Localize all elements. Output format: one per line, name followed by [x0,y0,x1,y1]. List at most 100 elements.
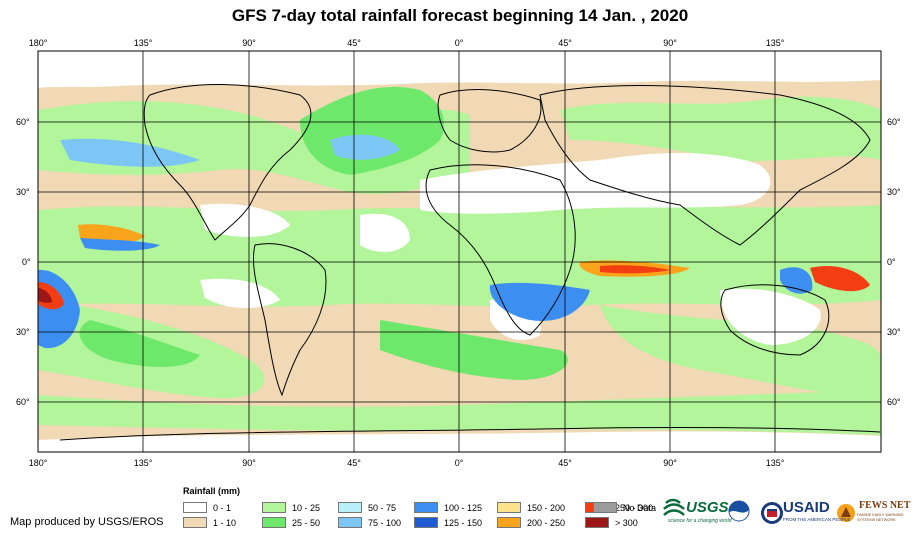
lon-label-top: 0° [454,38,464,48]
usaid-logo-icon [761,502,783,524]
rain-red-indian [600,265,670,274]
lon-label-bottom: 90° [242,458,256,468]
legend-label: 10 - 25 [292,502,321,513]
legend-item: 10 - 25 [262,502,320,513]
lat-label-right: 30° [887,327,901,337]
legend-label: 75 - 100 [368,517,402,528]
rain-darkred-sw-pacific [38,288,52,303]
lat-label-right: 60° [887,397,901,407]
legend-item: 125 - 150 [414,517,482,528]
legend-label: 25 - 50 [292,517,321,528]
lon-label-bottom: 45° [558,458,572,468]
legend-swatch [414,517,438,528]
legend-swatch [497,502,521,513]
lon-label-top: 45° [558,38,572,48]
rain-blue-central-pacific [80,238,160,251]
legend-item-nodata: No Data [593,502,656,513]
rain-orange-central-pacific [78,224,145,244]
legend-label: 125 - 150 [444,517,483,528]
usaid-logo-text: USAID [783,499,830,516]
rain-blue-north-pacific [60,138,200,167]
legend-item: 25 - 50 [262,517,320,528]
graticule [38,51,881,452]
legend-title: Rainfall (mm) [183,486,241,496]
lon-label-top: 135° [765,38,785,48]
europe-outline [437,89,542,153]
dry-australia [720,288,821,345]
legend-label: 100 - 125 [444,502,483,513]
australia-outline [720,284,830,356]
partner-logos [663,498,855,524]
lon-label-bottom: 0° [454,458,464,468]
legend-label: 250 - 300 [615,502,654,513]
rain-band-south-atlantic [380,320,568,380]
africa-outline [425,164,576,336]
lon-label-bottom: 180° [28,458,48,468]
lat-label-left: 0° [22,257,31,267]
lon-label-top: 90° [242,38,256,48]
lon-label-bottom: 45° [347,458,361,468]
legend-swatch [497,517,521,528]
legend-item: 200 - 250 [497,517,565,528]
legend-label: 1 - 10 [213,517,237,528]
noaa-logo-icon [728,500,750,522]
rain-band-eurasia [560,96,881,162]
legend-swatch [593,502,617,513]
map-title: GFS 7-day total rainfall forecast beginn… [231,6,689,25]
usgs-logo-icon [663,498,685,516]
lon-label-bottom: 90° [663,458,677,468]
antarctica-outline [59,426,881,441]
lon-label-top: 45° [347,38,361,48]
legend-swatch [262,502,286,513]
usgs-logo-text: USGS [686,499,729,516]
lon-label-bottom: 135° [765,458,785,468]
lat-label-left: 60° [16,397,30,407]
legend-swatch [338,517,362,528]
legend-item: 150 - 200 [497,502,565,513]
legend-item: 100 - 125 [414,502,482,513]
legend-label: 150 - 200 [527,502,566,513]
legend-label: > 300 [615,517,638,528]
legend-label: 50 - 75 [368,502,397,513]
lat-label-right: 60° [887,117,901,127]
lon-label-bottom: 135° [133,458,153,468]
legend-swatch [338,502,362,513]
legend-swatch [414,502,438,513]
fews-tagline: FAMINE EARLY WARNING SYSTEMS NETWORK [857,513,904,522]
usaid-tagline: FROM THE AMERICAN PEOPLE [783,517,851,522]
north-america-outline [143,84,312,241]
south-america-outline [252,243,327,397]
usgs-tagline: science for a changing world [668,518,732,524]
legend-swatch [585,517,609,528]
lon-label-top: 135° [133,38,153,48]
legend-item: 1 - 10 [183,517,236,528]
legend-label: No Data [623,502,657,513]
legend-item: 0 - 1 [183,502,231,513]
lat-label-right: 0° [887,257,896,267]
map-credit: Map produced by USGS/EROS [10,516,164,528]
lon-label-top: 180° [28,38,48,48]
dry-north-africa-asia [420,153,771,214]
fews-logo-icon [837,504,855,522]
legend-item: 75 - 100 [338,517,401,528]
map-frame [37,50,882,453]
legend-item: > 300 [585,517,638,528]
lat-label-left: 60° [16,117,30,127]
legend-swatch [183,502,207,513]
legend-label: 200 - 250 [527,517,566,528]
legend-label: 0 - 1 [213,502,232,513]
legend-swatch [183,517,207,528]
lat-label-left: 30° [16,327,30,337]
legend-swatch [262,517,286,528]
lat-label-right: 30° [887,187,901,197]
legend-item: 50 - 75 [338,502,396,513]
asia-outline [539,85,871,246]
rain-red-coral-sea [810,265,870,292]
dry-east-pacific [200,203,290,237]
lat-label-left: 30° [16,187,30,197]
lon-label-top: 90° [663,38,677,48]
rain-blue-north-atlantic [330,134,400,160]
dry-central-atlantic [360,213,410,252]
fews-logo-text: FEWS NET [859,500,911,511]
